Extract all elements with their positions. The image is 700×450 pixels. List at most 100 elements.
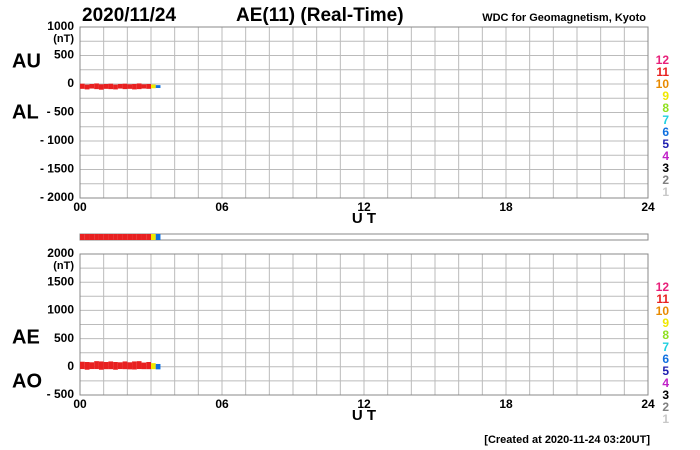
range-bar bbox=[141, 84, 147, 89]
footer: [Created at 2020-11-24 03:20UT] bbox=[484, 434, 650, 446]
station-legend: 4 bbox=[662, 376, 669, 390]
y-tick-label: 1500 bbox=[47, 274, 74, 288]
range-bar bbox=[103, 362, 109, 370]
y-tick-label: - 1500 bbox=[40, 162, 74, 176]
station-legend: 6 bbox=[662, 125, 669, 139]
x-tick-label: 24 bbox=[641, 397, 655, 411]
x-axis-label: U T bbox=[352, 210, 376, 227]
range-bar bbox=[151, 84, 156, 89]
range-bar bbox=[103, 84, 109, 89]
coverage-segment bbox=[94, 234, 99, 240]
station-legend: 5 bbox=[662, 364, 669, 378]
coverage-segment bbox=[108, 234, 114, 240]
station-legend: 1 bbox=[662, 185, 669, 199]
station-legend: 4 bbox=[662, 149, 669, 163]
y-tick-label: 2000 bbox=[47, 246, 74, 260]
y-tick-label: 0 bbox=[67, 76, 74, 90]
station-legend: 12 bbox=[656, 53, 670, 67]
range-bar bbox=[108, 83, 114, 90]
range-bar bbox=[155, 363, 161, 370]
station-legend: 6 bbox=[662, 352, 669, 366]
range-bar bbox=[89, 362, 95, 370]
range-bar bbox=[127, 362, 133, 370]
coverage-segment bbox=[146, 234, 151, 240]
coverage-segment bbox=[117, 234, 123, 240]
range-bar bbox=[127, 84, 133, 89]
range-bar bbox=[89, 84, 95, 89]
station-legend: 9 bbox=[662, 316, 669, 330]
station-legend: 2 bbox=[662, 400, 669, 414]
station-legend: 8 bbox=[662, 101, 669, 115]
range-bar bbox=[94, 361, 99, 370]
range-bar bbox=[117, 362, 123, 370]
coverage-segment bbox=[155, 234, 161, 240]
station-legend: 2 bbox=[662, 173, 669, 187]
range-bar bbox=[151, 363, 156, 370]
range-bar bbox=[155, 85, 161, 88]
range-bar bbox=[80, 83, 85, 89]
series-label: AU bbox=[12, 50, 41, 72]
range-bar bbox=[132, 84, 137, 90]
x-tick-label: 00 bbox=[73, 200, 87, 214]
coverage-segment bbox=[80, 234, 85, 240]
y-tick-label: - 2000 bbox=[40, 190, 74, 204]
series-label: AE bbox=[12, 326, 40, 348]
range-bar bbox=[84, 362, 90, 370]
y-unit: (nT) bbox=[53, 260, 74, 272]
range-bar bbox=[132, 361, 137, 370]
range-bar bbox=[113, 362, 118, 370]
coverage-strip bbox=[79, 233, 649, 241]
series-label: AO bbox=[12, 370, 42, 392]
x-tick-label: 18 bbox=[499, 200, 513, 214]
y-tick-label: - 1000 bbox=[40, 133, 74, 147]
station-legend: 10 bbox=[656, 304, 670, 318]
source: WDC for Geomagnetism, Kyoto bbox=[482, 12, 646, 24]
station-legend: 7 bbox=[662, 113, 669, 127]
coverage-segment bbox=[89, 234, 95, 240]
coverage-segment bbox=[98, 234, 104, 240]
range-bar bbox=[136, 83, 142, 90]
title: AE(11) (Real-Time) bbox=[236, 5, 404, 26]
x-tick-label: 06 bbox=[215, 200, 229, 214]
station-legend: 11 bbox=[656, 292, 669, 306]
x-tick-label: 24 bbox=[641, 200, 655, 214]
range-bar bbox=[146, 362, 151, 370]
range-bar bbox=[94, 83, 99, 90]
range-bar bbox=[136, 361, 142, 370]
range-bar bbox=[117, 84, 123, 89]
station-legend: 3 bbox=[662, 388, 669, 402]
y-tick-label: 500 bbox=[54, 331, 74, 345]
range-bar bbox=[122, 83, 128, 90]
x-axis-label: U T bbox=[352, 407, 376, 424]
coverage-segment bbox=[141, 234, 147, 240]
range-bar bbox=[122, 361, 128, 370]
plot-frame bbox=[79, 253, 649, 396]
station-legend: 1 bbox=[662, 412, 669, 426]
date: 2020/11/24 bbox=[82, 5, 176, 26]
coverage-segment bbox=[122, 234, 128, 240]
plot-frame bbox=[79, 26, 649, 199]
x-tick-label: 12 bbox=[357, 397, 371, 411]
coverage-segment bbox=[113, 234, 118, 240]
x-tick-label: 06 bbox=[215, 397, 229, 411]
range-bar bbox=[80, 361, 85, 370]
station-legend: 12 bbox=[656, 280, 670, 294]
y-tick-label: - 500 bbox=[47, 105, 75, 119]
station-legend: 10 bbox=[656, 77, 670, 91]
range-bar bbox=[141, 362, 147, 370]
x-tick-label: 00 bbox=[73, 397, 87, 411]
range-bar bbox=[98, 84, 104, 90]
series-label: AL bbox=[12, 101, 39, 123]
coverage-segment bbox=[136, 234, 142, 240]
range-bar bbox=[113, 84, 118, 90]
station-legend: 5 bbox=[662, 137, 669, 151]
range-bar bbox=[98, 361, 104, 370]
station-legend: 9 bbox=[662, 89, 669, 103]
y-tick-label: 1000 bbox=[47, 303, 74, 317]
range-bar bbox=[108, 361, 114, 370]
range-bar bbox=[84, 84, 90, 90]
x-tick-label: 12 bbox=[357, 200, 371, 214]
y-tick-label: - 500 bbox=[47, 387, 75, 401]
coverage-segment bbox=[132, 234, 137, 240]
